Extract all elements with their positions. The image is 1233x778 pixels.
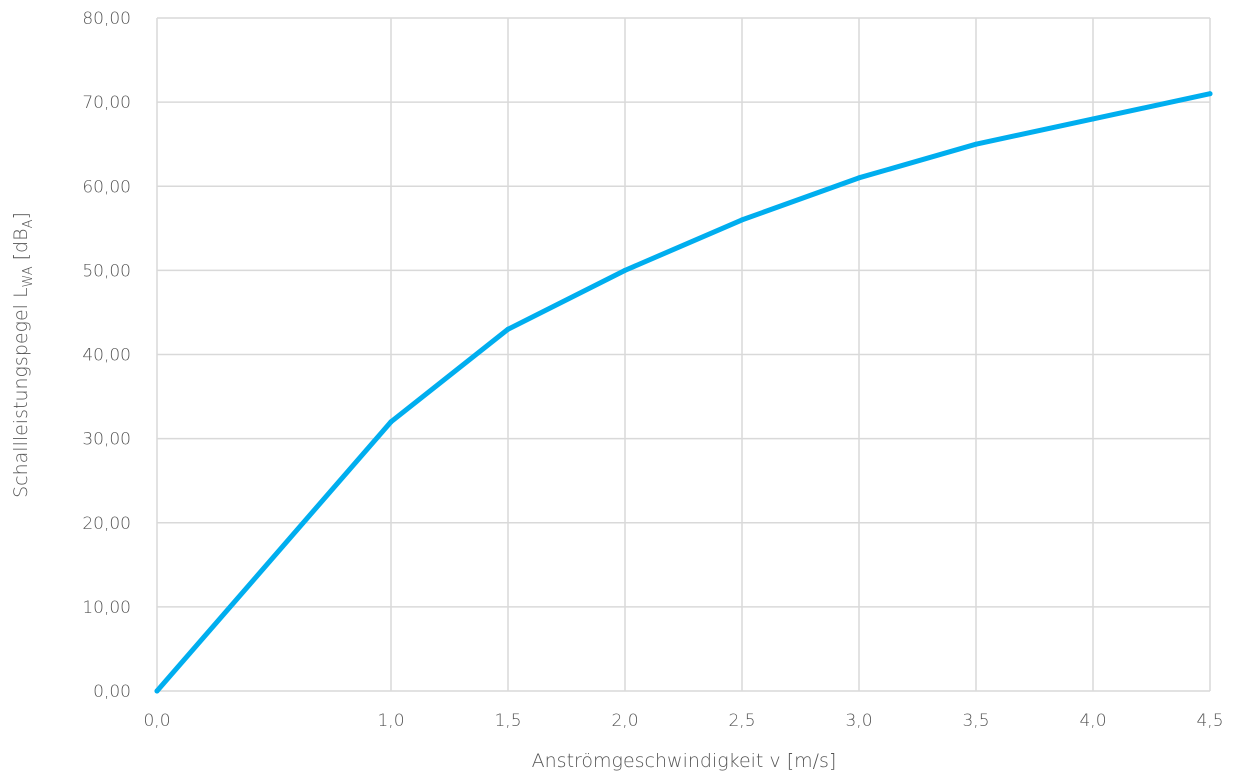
y-axis-title-end: ] <box>10 212 32 219</box>
series-point <box>388 419 394 425</box>
series-point <box>739 217 745 223</box>
y-axis-title: Schallleistungspegel LWA [dBA] <box>10 212 36 498</box>
series-point <box>856 175 862 181</box>
y-tick-label: 80,00 <box>82 9 131 29</box>
series-layer <box>154 91 1213 694</box>
series-point <box>622 267 628 273</box>
y-tick-label: 0,00 <box>93 682 131 702</box>
x-axis-tick-labels: 0,0 1,0 1,5 2,0 2,5 3,0 3,5 4,0 4,5 <box>143 711 1223 731</box>
y-tick-label: 40,00 <box>82 346 131 366</box>
series-line <box>154 91 1213 694</box>
x-tick-label: 4,0 <box>1079 711 1106 731</box>
x-tick-label: 2,0 <box>611 711 638 731</box>
y-axis-title-subscript-wa: WA <box>21 266 36 287</box>
y-tick-label: 60,00 <box>82 177 131 197</box>
x-tick-label: 0,0 <box>143 711 170 731</box>
y-axis-tick-labels: 0,00 10,00 20,00 30,00 40,00 50,00 60,00 70,00 8… <box>82 9 131 702</box>
y-tick-label: 10,00 <box>82 598 131 618</box>
x-tick-label: 1,5 <box>494 711 521 731</box>
y-tick-label: 20,00 <box>82 514 131 534</box>
y-axis-title-subscript-a: A <box>21 219 36 228</box>
series-point <box>154 688 160 694</box>
y-tick-label: 50,00 <box>82 261 131 281</box>
x-tick-label: 3,5 <box>962 711 989 731</box>
series-point <box>505 326 511 332</box>
x-tick-label: 3,0 <box>845 711 872 731</box>
series-point <box>1090 116 1096 122</box>
x-tick-label: 2,5 <box>728 711 755 731</box>
series-point <box>973 141 979 147</box>
grid <box>156 17 1211 692</box>
x-tick-label: 1,0 <box>377 711 404 731</box>
x-tick-label: 4,5 <box>1196 711 1223 731</box>
y-tick-label: 30,00 <box>82 430 131 450</box>
x-axis-title: Anströmgeschwindigkeit v [m/s] <box>532 750 837 772</box>
y-axis-title-base: Schallleistungspegel L <box>10 287 32 497</box>
y-axis-title-unit: [dB <box>10 228 32 266</box>
series-point <box>1207 91 1213 97</box>
y-tick-label: 70,00 <box>82 93 131 113</box>
